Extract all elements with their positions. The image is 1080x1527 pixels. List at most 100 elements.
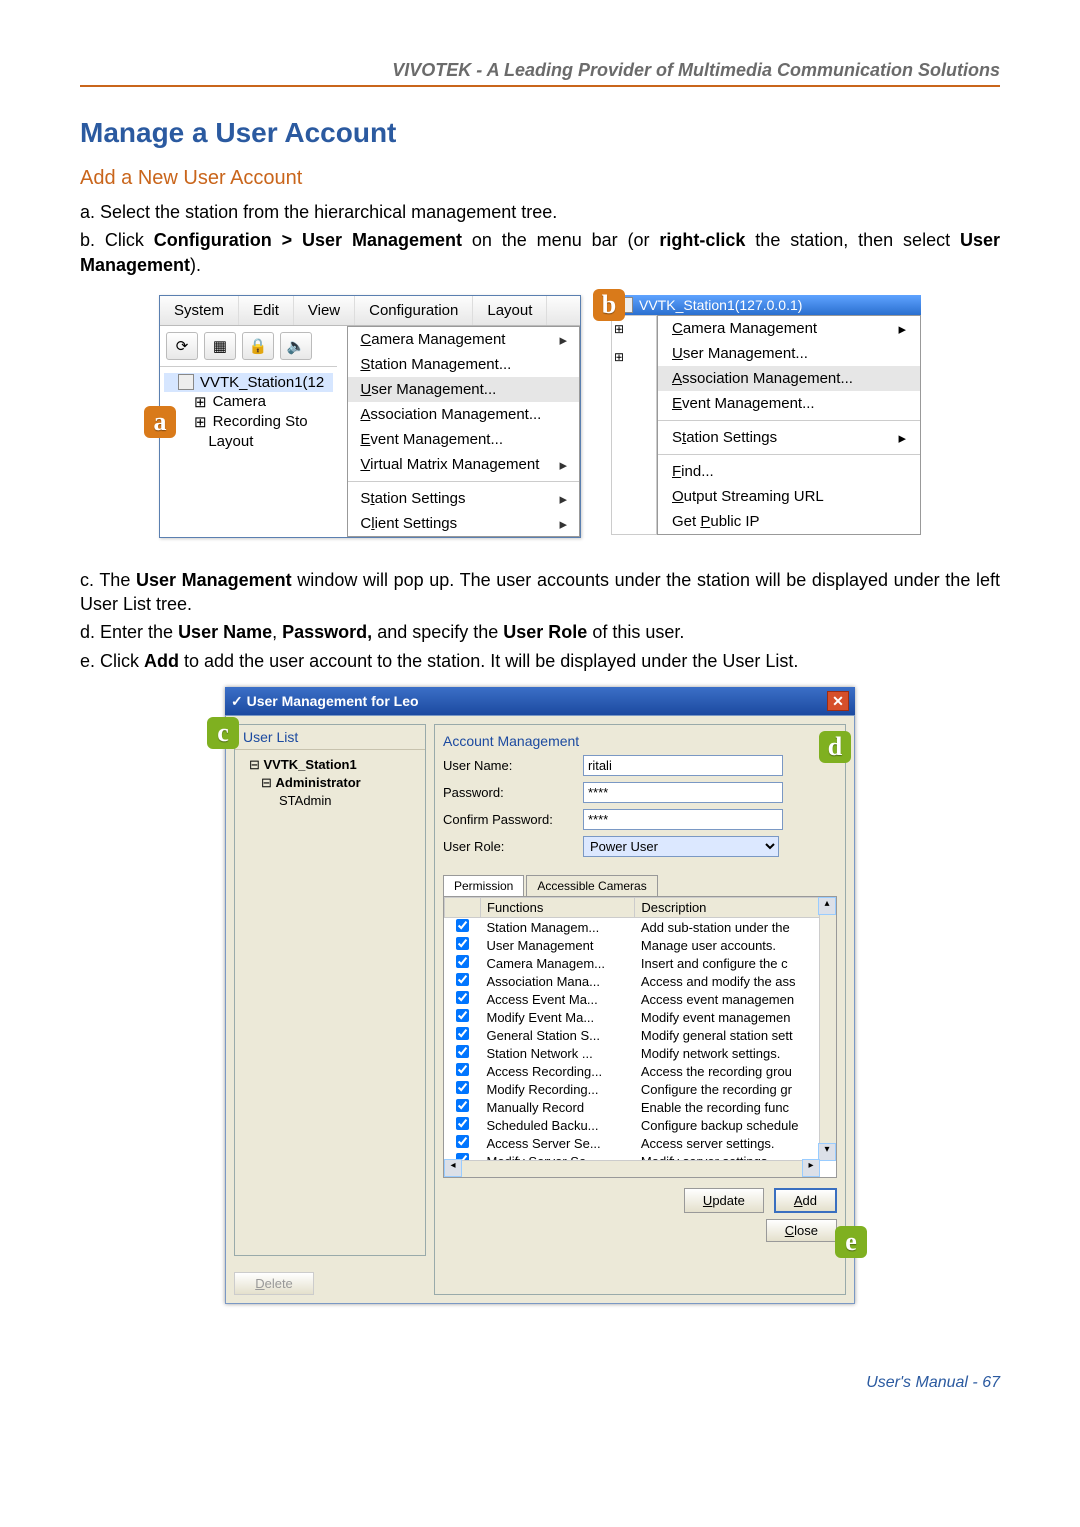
perm-checkbox[interactable] [456, 1135, 469, 1148]
menu-camera-mgmt[interactable]: Camera Management [348, 327, 579, 352]
ctx-find[interactable]: Find... [658, 459, 920, 484]
perm-desc: Modify event managemen [635, 1008, 836, 1026]
perm-checkbox[interactable] [456, 955, 469, 968]
tree-root[interactable]: VVTK_Station1(12 [164, 373, 333, 392]
user-mgmt-dialog: c ✓ User Management for Leo ✕ User List … [225, 687, 855, 1304]
toolbar-display-icon[interactable]: ▦ [204, 332, 236, 360]
tab-cameras[interactable]: Accessible Cameras [526, 875, 657, 896]
perm-desc: Access and modify the ass [635, 972, 836, 990]
table-row: User ManagementManage user accounts. [445, 936, 836, 954]
badge-a: a [144, 406, 176, 438]
ul-tree-root[interactable]: ⊟ VVTK_Station1 [239, 756, 421, 774]
menu-client-settings[interactable]: Client Settings [348, 511, 579, 536]
menu-vmatrix-mgmt[interactable]: Virtual Matrix Management [348, 452, 579, 477]
context-tree-stub: ⊞⊞ [611, 315, 657, 535]
perm-checkbox[interactable] [456, 1117, 469, 1130]
toolbar-power-icon[interactable]: ⟳ [166, 332, 198, 360]
acct-mgmt-header: Account Management [443, 733, 837, 749]
input-confirm[interactable] [583, 809, 783, 830]
perm-fn: Station Network ... [481, 1044, 635, 1062]
menu-edit[interactable]: Edit [239, 296, 294, 325]
ctx-camera-mgmt[interactable]: Camera Management [658, 316, 920, 341]
tab-permission[interactable]: Permission [443, 875, 524, 896]
delete-button[interactable]: Delete [234, 1272, 314, 1295]
page-footer: User's Manual - 67 [80, 1374, 1000, 1392]
perm-checkbox[interactable] [456, 1045, 469, 1058]
scroll-down-icon[interactable]: ▾ [818, 1143, 836, 1161]
station-icon [178, 374, 194, 390]
instructions-cont: c. The User Management window will pop u… [80, 568, 1000, 673]
toolbar-lock-icon[interactable]: 🔒 [242, 332, 274, 360]
station-tree: VVTK_Station1(12 ⊞ Camera ⊞ Recording St… [160, 367, 337, 457]
perm-desc: Add sub-station under the [635, 918, 836, 937]
perm-fn: Station Managem... [481, 918, 635, 937]
menu-bar: System Edit View Configuration Layout [160, 296, 580, 326]
step-e: e. Click Add to add the user account to … [80, 649, 1000, 673]
ul-tree-stadmin[interactable]: STAdmin [239, 792, 421, 809]
perm-desc: Insert and configure the c [635, 954, 836, 972]
screenshot-context-menu: b VVTK_Station1(127.0.0.1) ⊞⊞ Camera Man… [611, 295, 921, 535]
perm-fn: Camera Managem... [481, 954, 635, 972]
perm-checkbox[interactable] [456, 1027, 469, 1040]
horizontal-scrollbar[interactable] [444, 1160, 820, 1177]
table-row: Modify Recording...Configure the recordi… [445, 1080, 836, 1098]
scroll-up-icon[interactable]: ▴ [818, 897, 836, 915]
input-password[interactable] [583, 782, 783, 803]
perm-checkbox[interactable] [456, 1099, 469, 1112]
ctx-output-stream[interactable]: Output Streaming URL [658, 484, 920, 509]
perm-checkbox[interactable] [456, 937, 469, 950]
subtitle: Add a New User Account [80, 167, 1000, 190]
close-icon[interactable]: ✕ [827, 691, 849, 711]
menu-station-mgmt[interactable]: Station Management... [348, 352, 579, 377]
menu-configuration[interactable]: Configuration [355, 296, 473, 325]
ctx-public-ip[interactable]: Get Public IP [658, 509, 920, 534]
perm-checkbox[interactable] [456, 1009, 469, 1022]
menu-user-mgmt[interactable]: User Management... [348, 377, 579, 402]
table-row: Manually RecordEnable the recording func [445, 1098, 836, 1116]
menu-system[interactable]: System [160, 296, 239, 325]
perm-fn: Access Server Se... [481, 1134, 635, 1152]
menu-layout[interactable]: Layout [473, 296, 547, 325]
lbl-username: User Name: [443, 758, 573, 773]
tree-layout[interactable]: Layout [164, 432, 333, 451]
select-role[interactable]: Power User [583, 836, 779, 857]
tree-camera[interactable]: ⊞ Camera [164, 392, 333, 412]
menu-view[interactable]: View [294, 296, 355, 325]
instructions: a. Select the station from the hierarchi… [80, 200, 1000, 277]
badge-b2: b [593, 289, 625, 321]
menu-assoc-mgmt[interactable]: Association Management... [348, 402, 579, 427]
context-tree-header: VVTK_Station1(127.0.0.1) [611, 295, 921, 315]
vertical-scrollbar[interactable] [819, 897, 836, 1161]
add-button[interactable]: Add [774, 1188, 837, 1213]
ctx-user-mgmt[interactable]: User Management... [658, 341, 920, 366]
scroll-right-icon[interactable]: ▸ [802, 1159, 820, 1177]
tree-recording[interactable]: ⊞ Recording Sto [164, 412, 333, 432]
table-row: Station Network ...Modify network settin… [445, 1044, 836, 1062]
perm-checkbox[interactable] [456, 973, 469, 986]
perm-checkbox[interactable] [456, 1063, 469, 1076]
ctx-event-mgmt[interactable]: Event Management... [658, 391, 920, 416]
update-button[interactable]: Update [684, 1188, 764, 1213]
menu-station-settings[interactable]: Station Settings [348, 486, 579, 511]
close-button[interactable]: Close [766, 1219, 837, 1242]
scroll-left-icon[interactable]: ◂ [444, 1159, 462, 1177]
perm-checkbox[interactable] [456, 919, 469, 932]
perm-checkbox[interactable] [456, 991, 469, 1004]
ul-tree-admin[interactable]: ⊟ Administrator [239, 774, 421, 792]
perm-desc: Manage user accounts. [635, 936, 836, 954]
table-row: Access Server Se...Access server setting… [445, 1134, 836, 1152]
table-row: General Station S...Modify general stati… [445, 1026, 836, 1044]
perm-checkbox[interactable] [456, 1081, 469, 1094]
ctx-assoc-mgmt[interactable]: Association Management... [658, 366, 920, 391]
perm-fn: General Station S... [481, 1026, 635, 1044]
table-row: Access Event Ma...Access event managemen [445, 990, 836, 1008]
toolbar-sound-icon[interactable]: 🔈 [280, 332, 312, 360]
step-b: b. Click Configuration > User Management… [80, 228, 1000, 277]
perm-desc: Access the recording grou [635, 1062, 836, 1080]
badge-c: c [207, 717, 239, 749]
ctx-station-settings[interactable]: Station Settings [658, 425, 920, 450]
configuration-submenu: Camera Management Station Management... … [347, 326, 580, 537]
col-functions: Functions [481, 898, 635, 918]
input-username[interactable] [583, 755, 783, 776]
menu-event-mgmt[interactable]: Event Management... [348, 427, 579, 452]
